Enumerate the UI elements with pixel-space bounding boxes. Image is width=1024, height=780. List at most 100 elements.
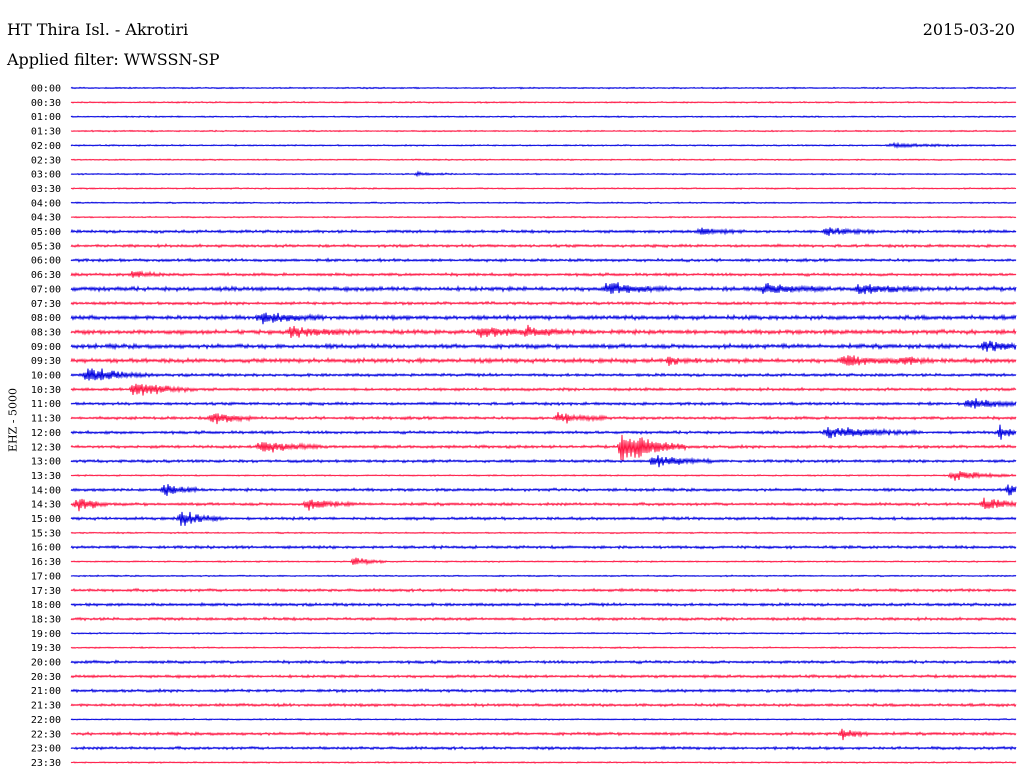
record-date: 2015-03-20 [922,20,1015,39]
trace-1330 [70,471,1017,481]
trace-1730 [70,587,1017,593]
trace-2100 [70,687,1017,694]
time-label-1730: 17:30 [31,586,61,597]
trace-0830 [70,324,1017,338]
trace-0800 [70,312,1017,325]
time-label-1430: 14:30 [31,500,61,511]
trace-2330 [70,760,1017,765]
trace-1000 [70,368,1017,381]
trace-1100 [70,398,1017,409]
time-label-1830: 18:30 [31,614,61,625]
trace-0730 [70,300,1017,306]
time-label-1100: 11:00 [31,399,61,410]
trace-1400 [70,484,1017,496]
time-label-0330: 03:30 [31,184,61,195]
time-label-0100: 01:00 [31,112,61,123]
trace-0930 [70,355,1017,366]
trace-0430 [70,215,1017,219]
trace-2130 [70,702,1017,708]
time-label-0630: 06:30 [31,270,61,281]
trace-0900 [70,340,1017,352]
trace-2000 [70,659,1017,665]
time-label-1800: 18:00 [31,600,61,611]
time-label-0730: 07:30 [31,299,61,310]
trace-2030 [70,673,1017,680]
trace-1300 [70,455,1017,468]
time-label-1300: 13:00 [31,457,61,468]
time-label-0530: 05:30 [31,241,61,252]
trace-2200 [70,717,1017,721]
trace-1630 [70,557,1017,566]
trace-0500 [70,227,1017,236]
time-label-2000: 20:00 [31,658,61,669]
trace-1200 [70,424,1017,440]
trace-2230 [70,728,1017,741]
trace-2300 [70,745,1017,751]
time-label-1230: 12:30 [31,442,61,453]
trace-0400 [70,201,1017,205]
time-label-0000: 00:00 [31,84,61,95]
trace-0630 [70,270,1017,278]
trace-0000 [70,86,1017,90]
trace-1130 [70,412,1017,425]
time-label-1200: 12:00 [31,428,61,439]
time-label-0600: 06:00 [31,256,61,267]
trace-0300 [70,170,1017,178]
time-label-1630: 16:30 [31,557,61,568]
time-label-0130: 01:30 [31,127,61,138]
time-label-2330: 23:30 [31,758,61,769]
trace-1430 [70,497,1017,512]
time-label-2030: 20:30 [31,672,61,683]
trace-1900 [70,631,1017,635]
time-label-0830: 08:30 [31,327,61,338]
trace-0530 [70,243,1017,249]
time-label-1330: 13:30 [31,471,61,482]
time-label-1400: 14:00 [31,485,61,496]
time-label-1700: 17:00 [31,571,61,582]
time-label-1500: 15:00 [31,514,61,525]
time-label-0500: 05:00 [31,227,61,238]
time-label-0030: 00:30 [31,98,61,109]
time-label-0800: 08:00 [31,313,61,324]
trace-1930 [70,646,1017,650]
time-label-0400: 04:00 [31,198,61,209]
trace-1530 [70,531,1017,535]
trace-0200 [70,141,1017,149]
trace-1500 [70,511,1017,526]
time-label-0230: 02:30 [31,155,61,166]
time-label-0700: 07:00 [31,284,61,295]
time-label-0300: 03:00 [31,170,61,181]
time-label-1030: 10:30 [31,385,61,396]
time-label-1900: 19:00 [31,629,61,640]
trace-0600 [70,257,1017,263]
trace-1700 [70,574,1017,578]
time-label-1930: 19:30 [31,643,61,654]
time-label-2300: 23:00 [31,744,61,755]
trace-1030 [70,383,1017,396]
trace-1600 [70,544,1017,550]
time-label-2200: 22:00 [31,715,61,726]
time-label-1600: 16:00 [31,543,61,554]
trace-0700 [70,282,1017,295]
time-label-1130: 11:30 [31,414,61,425]
time-label-0930: 09:30 [31,356,61,367]
time-label-1530: 15:30 [31,528,61,539]
time-label-2130: 21:30 [31,701,61,712]
trace-1800 [70,601,1017,608]
trace-0030 [70,100,1017,104]
trace-0230 [70,158,1017,162]
trace-0100 [70,115,1017,119]
trace-1830 [70,616,1017,622]
time-label-0200: 02:00 [31,141,61,152]
time-label-1000: 10:00 [31,371,61,382]
time-label-2230: 22:30 [31,729,61,740]
time-label-2100: 21:00 [31,686,61,697]
time-label-0430: 04:30 [31,213,61,224]
trace-1230 [70,434,1017,462]
trace-0130 [70,129,1017,133]
station-title: HT Thira Isl. - Akrotiri [7,20,189,39]
filter-label: Applied filter: WWSSN-SP [7,50,220,69]
time-label-0900: 09:00 [31,342,61,353]
trace-0330 [70,186,1017,190]
